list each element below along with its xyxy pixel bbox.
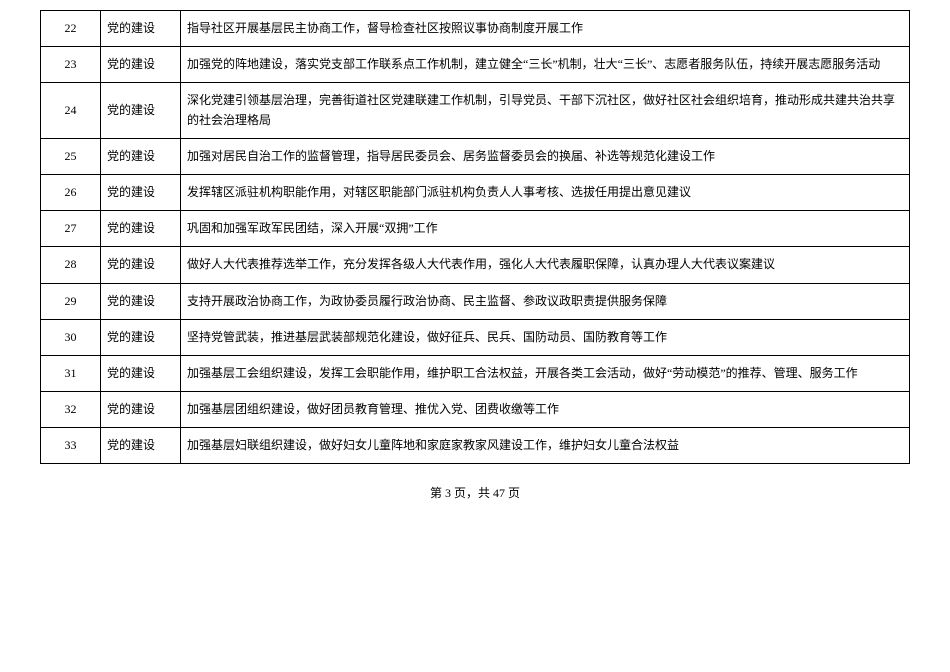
row-number: 23: [41, 47, 101, 83]
table-row: 22党的建设指导社区开展基层民主协商工作，督导检查社区按照议事协商制度开展工作: [41, 11, 910, 47]
table-row: 27党的建设巩固和加强军政军民团结，深入开展“双拥”工作: [41, 211, 910, 247]
row-category: 党的建设: [101, 47, 181, 83]
row-description: 加强党的阵地建设，落实党支部工作联系点工作机制，建立健全“三长”机制，壮大“三长…: [181, 47, 910, 83]
page-indicator: 第 3 页，共 47 页: [40, 484, 910, 501]
row-category: 党的建设: [101, 392, 181, 428]
row-category: 党的建设: [101, 138, 181, 174]
row-category: 党的建设: [101, 83, 181, 138]
table-row: 28党的建设做好人大代表推荐选举工作，充分发挥各级人大代表作用，强化人大代表履职…: [41, 247, 910, 283]
row-number: 28: [41, 247, 101, 283]
row-category: 党的建设: [101, 355, 181, 391]
row-number: 29: [41, 283, 101, 319]
table-row: 23党的建设加强党的阵地建设，落实党支部工作联系点工作机制，建立健全“三长”机制…: [41, 47, 910, 83]
table-row: 25党的建设加强对居民自治工作的监督管理，指导居民委员会、居务监督委员会的换届、…: [41, 138, 910, 174]
row-category: 党的建设: [101, 319, 181, 355]
table-body: 22党的建设指导社区开展基层民主协商工作，督导检查社区按照议事协商制度开展工作2…: [41, 11, 910, 464]
row-number: 30: [41, 319, 101, 355]
row-number: 31: [41, 355, 101, 391]
row-number: 32: [41, 392, 101, 428]
row-number: 27: [41, 211, 101, 247]
row-category: 党的建设: [101, 428, 181, 464]
row-number: 33: [41, 428, 101, 464]
row-description: 加强基层工会组织建设，发挥工会职能作用，维护职工合法权益，开展各类工会活动，做好…: [181, 355, 910, 391]
row-number: 24: [41, 83, 101, 138]
row-description: 指导社区开展基层民主协商工作，督导检查社区按照议事协商制度开展工作: [181, 11, 910, 47]
table-row: 33党的建设加强基层妇联组织建设，做好妇女儿童阵地和家庭家教家风建设工作，维护妇…: [41, 428, 910, 464]
row-number: 22: [41, 11, 101, 47]
row-description: 加强基层团组织建设，做好团员教育管理、推优入党、团费收缴等工作: [181, 392, 910, 428]
table-row: 29党的建设支持开展政治协商工作，为政协委员履行政治协商、民主监督、参政议政职责…: [41, 283, 910, 319]
row-description: 发挥辖区派驻机构职能作用，对辖区职能部门派驻机构负责人人事考核、选拔任用提出意见…: [181, 174, 910, 210]
row-category: 党的建设: [101, 283, 181, 319]
row-number: 25: [41, 138, 101, 174]
row-number: 26: [41, 174, 101, 210]
table-row: 26党的建设发挥辖区派驻机构职能作用，对辖区职能部门派驻机构负责人人事考核、选拔…: [41, 174, 910, 210]
row-category: 党的建设: [101, 11, 181, 47]
content-table: 22党的建设指导社区开展基层民主协商工作，督导检查社区按照议事协商制度开展工作2…: [40, 10, 910, 464]
row-description: 加强基层妇联组织建设，做好妇女儿童阵地和家庭家教家风建设工作，维护妇女儿童合法权…: [181, 428, 910, 464]
table-row: 24党的建设深化党建引领基层治理，完善街道社区党建联建工作机制，引导党员、干部下…: [41, 83, 910, 138]
row-category: 党的建设: [101, 211, 181, 247]
table-row: 32党的建设加强基层团组织建设，做好团员教育管理、推优入党、团费收缴等工作: [41, 392, 910, 428]
row-category: 党的建设: [101, 247, 181, 283]
table-row: 30党的建设坚持党管武装，推进基层武装部规范化建设，做好征兵、民兵、国防动员、国…: [41, 319, 910, 355]
row-description: 坚持党管武装，推进基层武装部规范化建设，做好征兵、民兵、国防动员、国防教育等工作: [181, 319, 910, 355]
row-description: 巩固和加强军政军民团结，深入开展“双拥”工作: [181, 211, 910, 247]
row-description: 深化党建引领基层治理，完善街道社区党建联建工作机制，引导党员、干部下沉社区，做好…: [181, 83, 910, 138]
row-description: 加强对居民自治工作的监督管理，指导居民委员会、居务监督委员会的换届、补选等规范化…: [181, 138, 910, 174]
row-category: 党的建设: [101, 174, 181, 210]
table-row: 31党的建设加强基层工会组织建设，发挥工会职能作用，维护职工合法权益，开展各类工…: [41, 355, 910, 391]
row-description: 做好人大代表推荐选举工作，充分发挥各级人大代表作用，强化人大代表履职保障，认真办…: [181, 247, 910, 283]
row-description: 支持开展政治协商工作，为政协委员履行政治协商、民主监督、参政议政职责提供服务保障: [181, 283, 910, 319]
